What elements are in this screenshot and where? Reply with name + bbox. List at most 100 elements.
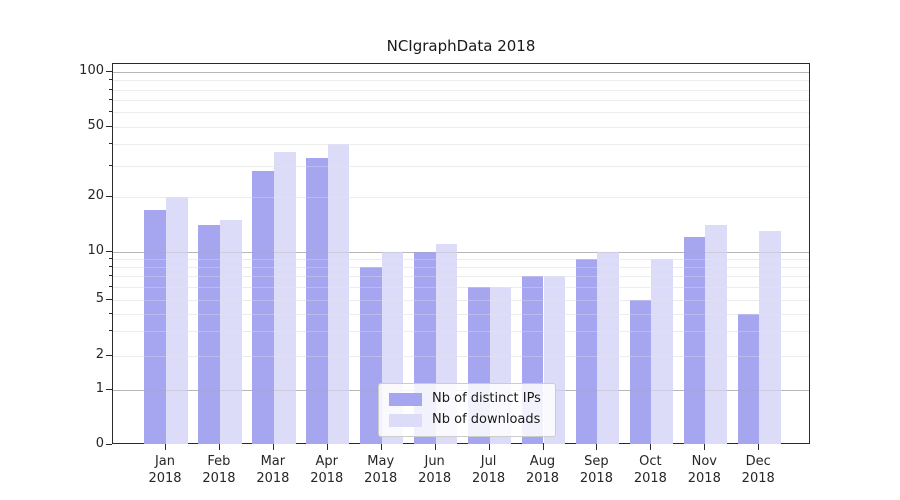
y-gridline-overlay [113, 143, 809, 145]
x-tick-label: Jan 2018 [148, 454, 182, 486]
y-tick-label: 20 [87, 188, 104, 203]
y-gridline-overlay [113, 287, 809, 289]
bar-oct-series0 [629, 300, 652, 444]
y-gridline-overlay [113, 197, 809, 198]
bar-jan-series0 [144, 209, 166, 444]
y-gridline-major [113, 72, 809, 73]
x-tick [165, 444, 166, 450]
y-gridline-overlay [113, 72, 809, 73]
x-tick [380, 444, 382, 450]
bar-feb-series0 [198, 225, 220, 444]
y-gridline-minor [113, 258, 809, 260]
y-gridline-overlay [113, 251, 809, 253]
y-gridline-overlay [113, 276, 809, 278]
bar-dec-series1 [759, 230, 781, 444]
legend-item: Nb of distinct IPs [389, 391, 541, 407]
y-tick-label: 2 [95, 347, 104, 362]
x-tick [758, 444, 760, 450]
legend-item: Nb of downloads [389, 412, 541, 428]
x-tick-label: May 2018 [364, 454, 398, 486]
y-minor-tick [109, 79, 112, 81]
y-gridline-overlay [113, 356, 809, 357]
y-tick [106, 299, 112, 300]
x-tick-label: Nov 2018 [687, 454, 721, 486]
y-gridline-overlay [113, 258, 809, 260]
x-tick-label: Aug 2018 [525, 454, 560, 486]
x-tick [596, 444, 598, 450]
x-tick [704, 444, 706, 450]
bar-apr-series1 [327, 143, 350, 444]
y-gridline-minor [113, 313, 809, 315]
x-tick-label: Oct 2018 [633, 454, 667, 486]
y-gridline-overlay [113, 267, 809, 269]
y-tick-label: 100 [79, 63, 104, 78]
y-minor-tick [109, 257, 112, 259]
y-gridline-overlay [113, 331, 809, 333]
bar-feb-series1 [219, 219, 242, 444]
y-gridline-overlay [113, 100, 809, 102]
y-minor-tick [109, 275, 112, 277]
bar-may-series0 [360, 267, 382, 444]
bar-jan-series1 [166, 197, 188, 444]
bar-apr-series0 [306, 158, 328, 444]
x-tick [272, 444, 274, 450]
y-minor-tick [109, 266, 112, 268]
y-tick [106, 196, 112, 197]
y-gridline-minor [113, 80, 809, 82]
y-gridline-minor [113, 100, 809, 102]
x-tick [218, 444, 220, 450]
y-minor-tick [109, 99, 112, 101]
y-minor-tick [109, 312, 112, 314]
y-gridline-minor [113, 197, 809, 198]
bar-mar-series0 [252, 171, 274, 444]
y-minor-tick [109, 330, 112, 332]
x-tick-label: Apr 2018 [310, 454, 344, 486]
bar-nov-series1 [705, 225, 727, 444]
y-tick-label: 0 [95, 436, 104, 451]
y-tick [106, 355, 112, 356]
y-gridline-overlay [113, 80, 809, 82]
y-gridline-minor [113, 287, 809, 289]
y-gridline-minor [113, 267, 809, 269]
y-tick [106, 444, 112, 445]
y-gridline-minor [113, 112, 809, 114]
plot-area: Nb of distinct IPs Nb of downloads [112, 63, 810, 444]
legend-label: Nb of distinct IPs [432, 391, 541, 406]
x-tick [326, 444, 328, 450]
y-tick-label: 1 [95, 381, 104, 396]
y-tick [106, 250, 112, 252]
x-tick-label: Sep 2018 [579, 454, 613, 486]
y-tick [106, 389, 112, 390]
y-gridline-minor [113, 126, 809, 128]
y-gridline-overlay [113, 126, 809, 128]
y-gridline-minor [113, 143, 809, 145]
y-gridline-minor [113, 165, 809, 167]
y-gridline-overlay [113, 300, 809, 301]
x-tick [650, 444, 652, 450]
chart-title: NCIgraphData 2018 [386, 37, 536, 55]
y-gridline-overlay [113, 112, 809, 114]
bar-nov-series0 [683, 237, 706, 444]
y-gridline-minor [113, 356, 809, 357]
bar-sep-series1 [597, 251, 620, 444]
y-minor-tick [109, 111, 112, 113]
y-gridline-major [113, 251, 809, 253]
x-tick-label: Dec 2018 [741, 454, 775, 486]
bar-dec-series0 [737, 313, 760, 444]
y-gridline-minor [113, 331, 809, 333]
y-gridline-minor [113, 89, 809, 91]
y-minor-tick [109, 164, 112, 166]
y-tick-label: 50 [87, 117, 104, 133]
y-tick [106, 71, 112, 72]
legend-label: Nb of downloads [432, 412, 541, 427]
y-minor-tick [109, 286, 112, 288]
bar-mar-series1 [273, 151, 296, 444]
y-gridline-overlay [113, 313, 809, 315]
y-minor-tick [109, 88, 112, 90]
y-gridline-overlay [113, 165, 809, 167]
y-tick [106, 125, 112, 127]
legend-swatch-downloads [389, 413, 422, 427]
y-tick-label: 10 [87, 242, 104, 258]
y-gridline-overlay [113, 89, 809, 91]
